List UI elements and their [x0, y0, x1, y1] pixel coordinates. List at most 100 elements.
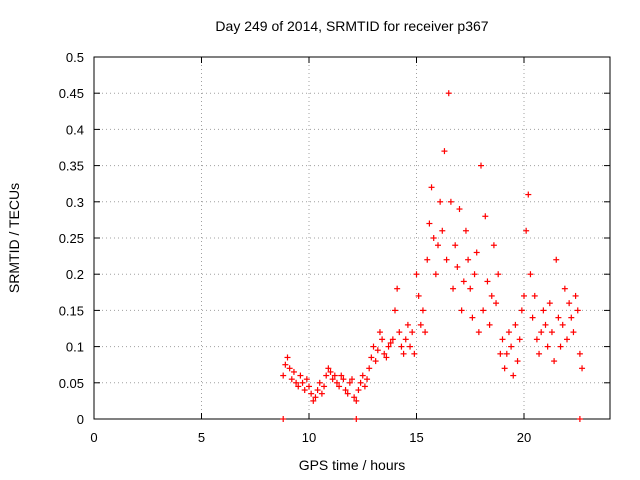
data-point [462, 227, 469, 234]
data-point [439, 227, 446, 234]
data-point [450, 285, 457, 292]
data-point [314, 387, 321, 394]
data-point [361, 383, 368, 390]
point-layer [280, 90, 586, 422]
data-point [521, 292, 527, 299]
data-point [566, 300, 573, 307]
data-point [329, 376, 336, 383]
data-point [447, 198, 454, 205]
data-point [353, 416, 360, 422]
data-point [430, 235, 437, 241]
data-point [484, 278, 491, 285]
data-point [338, 372, 345, 379]
data-point [574, 307, 581, 314]
data-point [473, 249, 480, 256]
data-point [426, 220, 433, 227]
data-point [486, 321, 493, 328]
data-point [312, 394, 319, 401]
x-tick-label: 5 [198, 430, 205, 445]
data-point [435, 242, 441, 249]
data-point [540, 307, 547, 314]
data-point [564, 336, 570, 343]
data-point [527, 271, 534, 278]
y-tick-label: 0.5 [66, 50, 84, 65]
data-point [417, 321, 424, 328]
data-point [323, 372, 330, 379]
y-tick-label: 0.3 [66, 195, 84, 210]
data-point [280, 416, 287, 422]
grid-layer [94, 57, 610, 419]
data-point [460, 278, 467, 285]
data-point [370, 343, 377, 350]
data-point [497, 350, 504, 357]
data-point [512, 321, 519, 328]
y-tick-label: 0.15 [59, 303, 84, 318]
data-point [402, 336, 409, 343]
data-point [349, 376, 355, 383]
data-point [432, 271, 439, 278]
data-point [452, 242, 459, 249]
data-point [508, 343, 515, 350]
data-point [510, 372, 517, 379]
data-point [469, 314, 476, 321]
data-point [353, 397, 360, 404]
y-tick-label: 0 [77, 412, 84, 427]
x-tick-label: 0 [90, 430, 97, 445]
data-point [357, 379, 364, 386]
data-point [327, 368, 334, 375]
data-point [295, 383, 302, 390]
data-point [318, 390, 325, 397]
y-tick-label: 0.05 [59, 376, 84, 391]
data-point [381, 350, 388, 357]
data-point [533, 336, 540, 343]
data-point [385, 343, 392, 350]
data-point [333, 379, 340, 386]
data-point [529, 314, 536, 321]
data-point [419, 307, 426, 314]
data-point [383, 354, 390, 361]
data-point [579, 365, 586, 372]
y-axis-title: SRMTID / TECUs [6, 183, 22, 293]
data-point [306, 383, 312, 390]
data-point [400, 350, 407, 357]
data-point [478, 162, 484, 169]
data-point [321, 383, 328, 390]
data-point [557, 343, 564, 350]
data-point [542, 321, 549, 328]
data-point [495, 271, 502, 278]
data-point [456, 206, 463, 213]
data-point [415, 292, 422, 299]
data-point [482, 213, 489, 220]
tick-layer: 0 0.05 0.1 0.15 0.2 0.25 0.3 0.35 0.4 0.45 0.5 0 5 10… [59, 50, 610, 445]
data-point [572, 292, 579, 299]
data-point [458, 307, 465, 314]
data-point [525, 191, 532, 198]
data-point [548, 329, 555, 336]
data-point [413, 271, 420, 278]
data-point [475, 329, 482, 336]
data-point [499, 336, 506, 343]
data-point [536, 350, 543, 357]
data-point [544, 343, 551, 350]
data-point [372, 358, 379, 365]
data-point [445, 90, 452, 97]
data-point [374, 347, 381, 354]
data-point [505, 329, 512, 336]
data-point [501, 365, 508, 372]
data-point [407, 343, 414, 350]
data-point [331, 372, 338, 379]
data-point [570, 329, 577, 336]
data-point [387, 339, 394, 346]
data-point [336, 383, 343, 390]
data-point [366, 365, 373, 372]
y-tick-label: 0.1 [66, 340, 84, 355]
data-point [299, 379, 306, 386]
data-point [576, 416, 583, 422]
data-point [551, 358, 558, 365]
data-point [518, 307, 525, 314]
data-point [379, 336, 386, 343]
data-point [301, 387, 308, 394]
data-point [286, 365, 293, 372]
data-point [344, 390, 351, 397]
